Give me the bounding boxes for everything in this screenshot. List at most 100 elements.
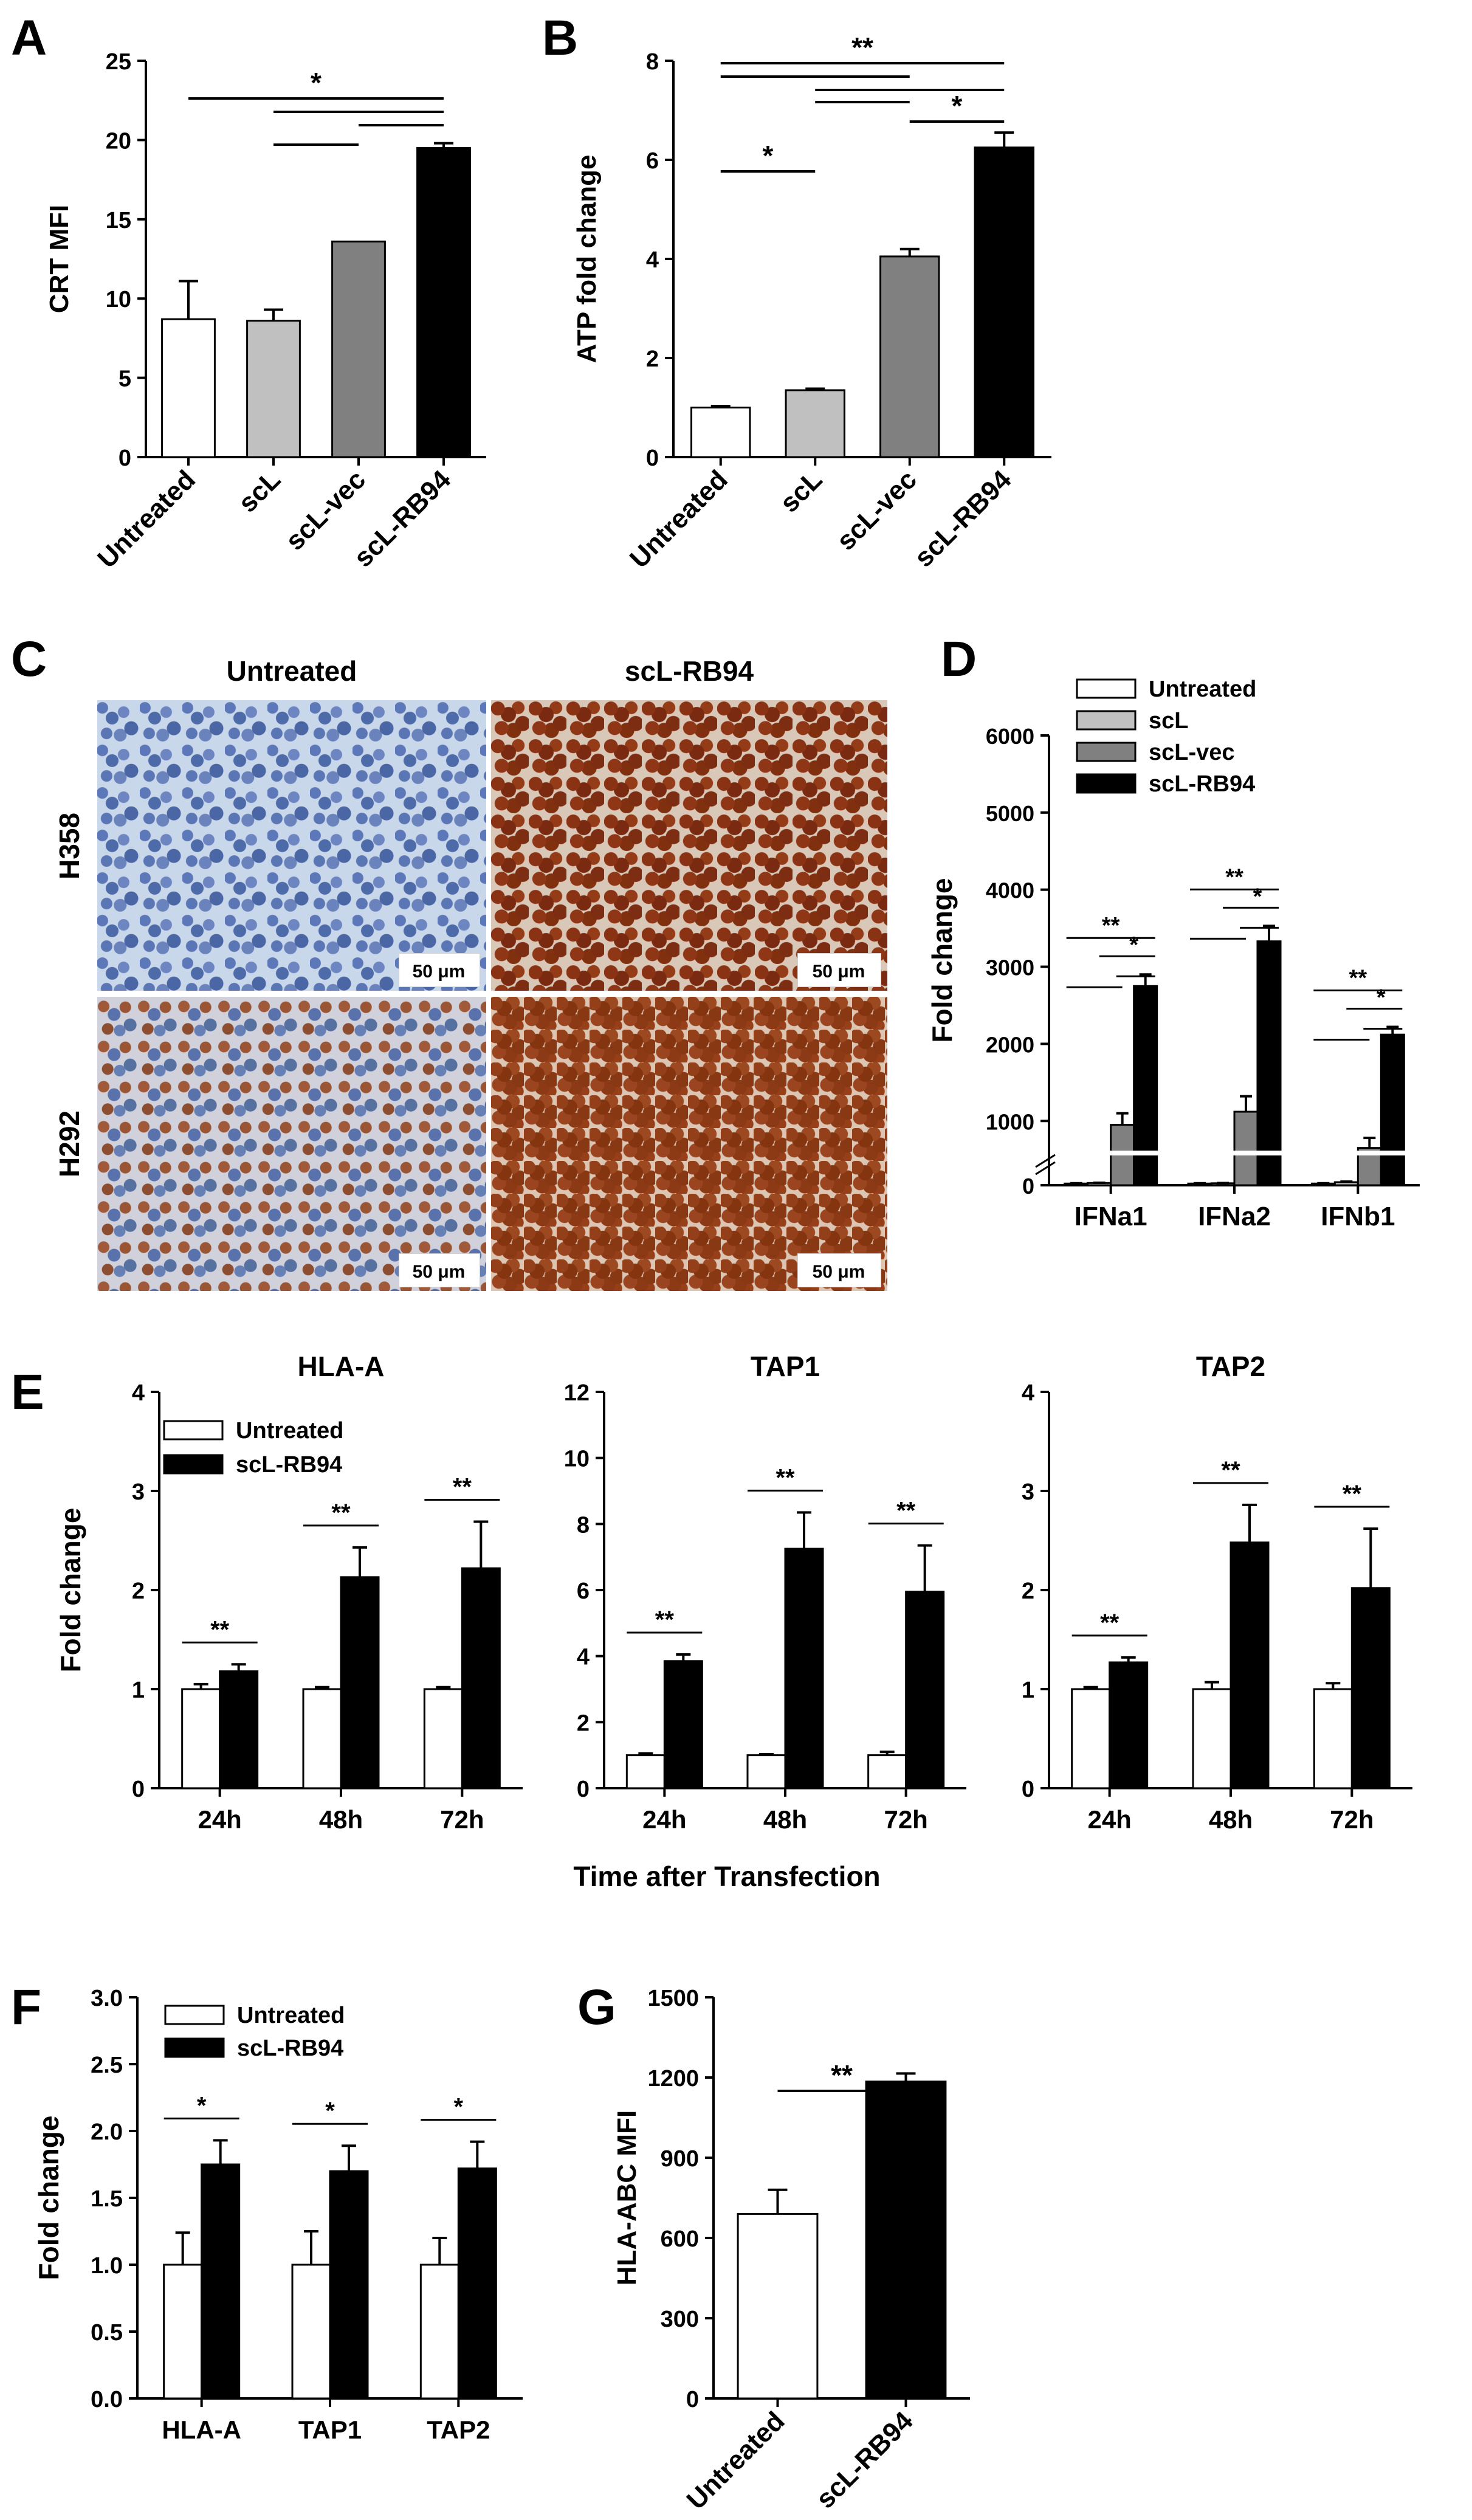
panel-letter-c: C [11,632,47,687]
E1-legend-label-1: scL-RB94 [236,1452,342,1478]
E2-bar-1-1 [784,1547,824,1789]
D-ytick-label: 5000 [986,801,1034,826]
E2-title: TAP1 [751,1351,820,1382]
E2-bar-1-0 [746,1754,786,1789]
E1-ytick-label: 3 [132,1479,145,1505]
B-bar-3 [974,146,1034,458]
E3-sig-label-1: ** [1221,1457,1240,1484]
E2-ytick-label: 8 [577,1512,590,1538]
micrograph-h292-untreated [97,997,486,1291]
E3-bar-0-1 [1109,1661,1149,1789]
E1-ytick-label: 4 [132,1380,145,1406]
F-ytick-label: 3.0 [91,1986,123,2011]
G-ytick-label: 900 [661,2146,699,2172]
E2-sig-label-0: ** [655,1606,675,1633]
F-bar-2-1 [457,2167,497,2400]
E1-xtick-label-0: 24h [198,1805,241,1834]
D-sig-label-a-1: ** [1225,864,1243,890]
F-sig-label-0: * [197,2092,207,2119]
E3-ytick-label: 2 [1022,1578,1034,1604]
E3-sig-label-0: ** [1100,1609,1119,1636]
scale-bar-label-1: 50 μm [413,962,466,982]
F-bar-0-0 [163,2264,203,2400]
D-ytick-label: 2000 [986,1032,1034,1057]
D-xtick-label-0: IFNa1 [1075,1202,1147,1231]
D-legend-label-3: scL-RB94 [1149,771,1255,797]
D-bar-break-band-2 [1309,1151,1407,1155]
E3-bar-2-0 [1313,1688,1353,1789]
E1-bar-0-0 [181,1688,221,1789]
E1-sig-label-2: ** [453,1474,472,1501]
E1-legend-swatch-1 [163,1454,224,1475]
panel-c-row-label-h292: H292 [53,1110,85,1177]
D-ytick-label: 1000 [986,1109,1034,1134]
scale-bar-2 [797,953,881,987]
E3-title: TAP2 [1196,1351,1265,1382]
D-xtick-label-2: IFNb1 [1321,1202,1395,1231]
B-ytick-label: 2 [646,346,659,372]
E1-xtick-label-2: 72h [440,1805,484,1834]
E2-ytick-label: 10 [564,1447,590,1472]
E1-bar-1-1 [340,1576,380,1789]
F-xtick-label-1: TAP1 [298,2415,362,2444]
scale-bar-3 [399,1253,480,1287]
F-ytick-label: 2.5 [91,2053,123,2078]
G-sig-label-0: ** [831,2059,853,2091]
G-bar-1 [865,2081,947,2400]
D-legend-swatch-3 [1076,773,1137,794]
F-bar-1-0 [291,2264,331,2400]
E1-bar-2-0 [423,1688,463,1789]
A-ytick-label: 0 [119,446,131,471]
B-sig-label-0: ** [851,32,873,63]
F-legend-label-0: Untreated [237,2003,345,2028]
E3-bar-2-1 [1350,1587,1391,1789]
B-ylabel: ATP fold change [572,154,602,363]
D-ytick-label: 6000 [986,724,1034,749]
E2-xtick-label-2: 72h [884,1805,927,1834]
F-ytick-label: 0.5 [91,2320,123,2346]
D-sig-label-a-2: ** [1349,966,1367,991]
micrograph-h358-sclrb94 [491,700,887,991]
F-legend-swatch-1 [164,2037,225,2058]
E2-bar-0-1 [663,1660,703,1789]
E2-ytick-label: 6 [577,1578,590,1604]
E1-bar-0-1 [219,1670,259,1789]
scale-bar-1 [399,953,480,987]
E1-legend-label-0: Untreated [236,1418,343,1444]
B-bar-2 [879,255,940,458]
B-bar-0 [690,407,751,458]
F-xtick-label-2: TAP2 [427,2415,490,2444]
D-ylabel: Fold change [926,878,958,1043]
A-bar-0 [161,318,216,458]
F-sig-label-2: * [454,2094,464,2121]
micrograph-h358-untreated [97,700,486,991]
panel-letter-e: E [11,1365,44,1420]
G-ytick-label: 300 [661,2307,699,2332]
E3-ytick-label: 4 [1022,1380,1034,1406]
D-ytick-label: 0 [1022,1174,1034,1199]
D-legend-label-1: scL [1149,708,1188,734]
G-ytick-label: 1200 [647,2066,699,2091]
D-xtick-label-1: IFNa2 [1198,1202,1271,1231]
E2-bar-0-0 [625,1754,665,1789]
panel-c-row-label-h358: H358 [53,813,85,880]
panel-letter-b: B [542,10,578,66]
D-legend-label-2: scL-vec [1149,740,1235,765]
B-xtick-label-0: Untreated [624,464,734,574]
scale-bar-label-3: 50 μm [413,1262,466,1282]
B-xtick-label-1: scL [774,464,828,518]
B-sig-label-4: * [952,90,963,122]
A-ytick-label: 20 [106,128,131,154]
F-ytick-label: 1.0 [91,2253,123,2279]
G-ytick-label: 1500 [647,1986,699,2011]
D-ytick-label: 4000 [986,878,1034,903]
D-sig-label-b-1: * [1253,884,1262,909]
E2-ytick-label: 12 [564,1380,590,1406]
A-ytick-label: 25 [106,49,131,75]
E3-bar-1-0 [1192,1688,1232,1789]
G-bar-0 [737,2212,819,2400]
E1-ytick-label: 2 [132,1578,145,1604]
G-xtick-label-1: scL-RB94 [810,2406,919,2515]
E2-bar-2-1 [905,1591,945,1789]
